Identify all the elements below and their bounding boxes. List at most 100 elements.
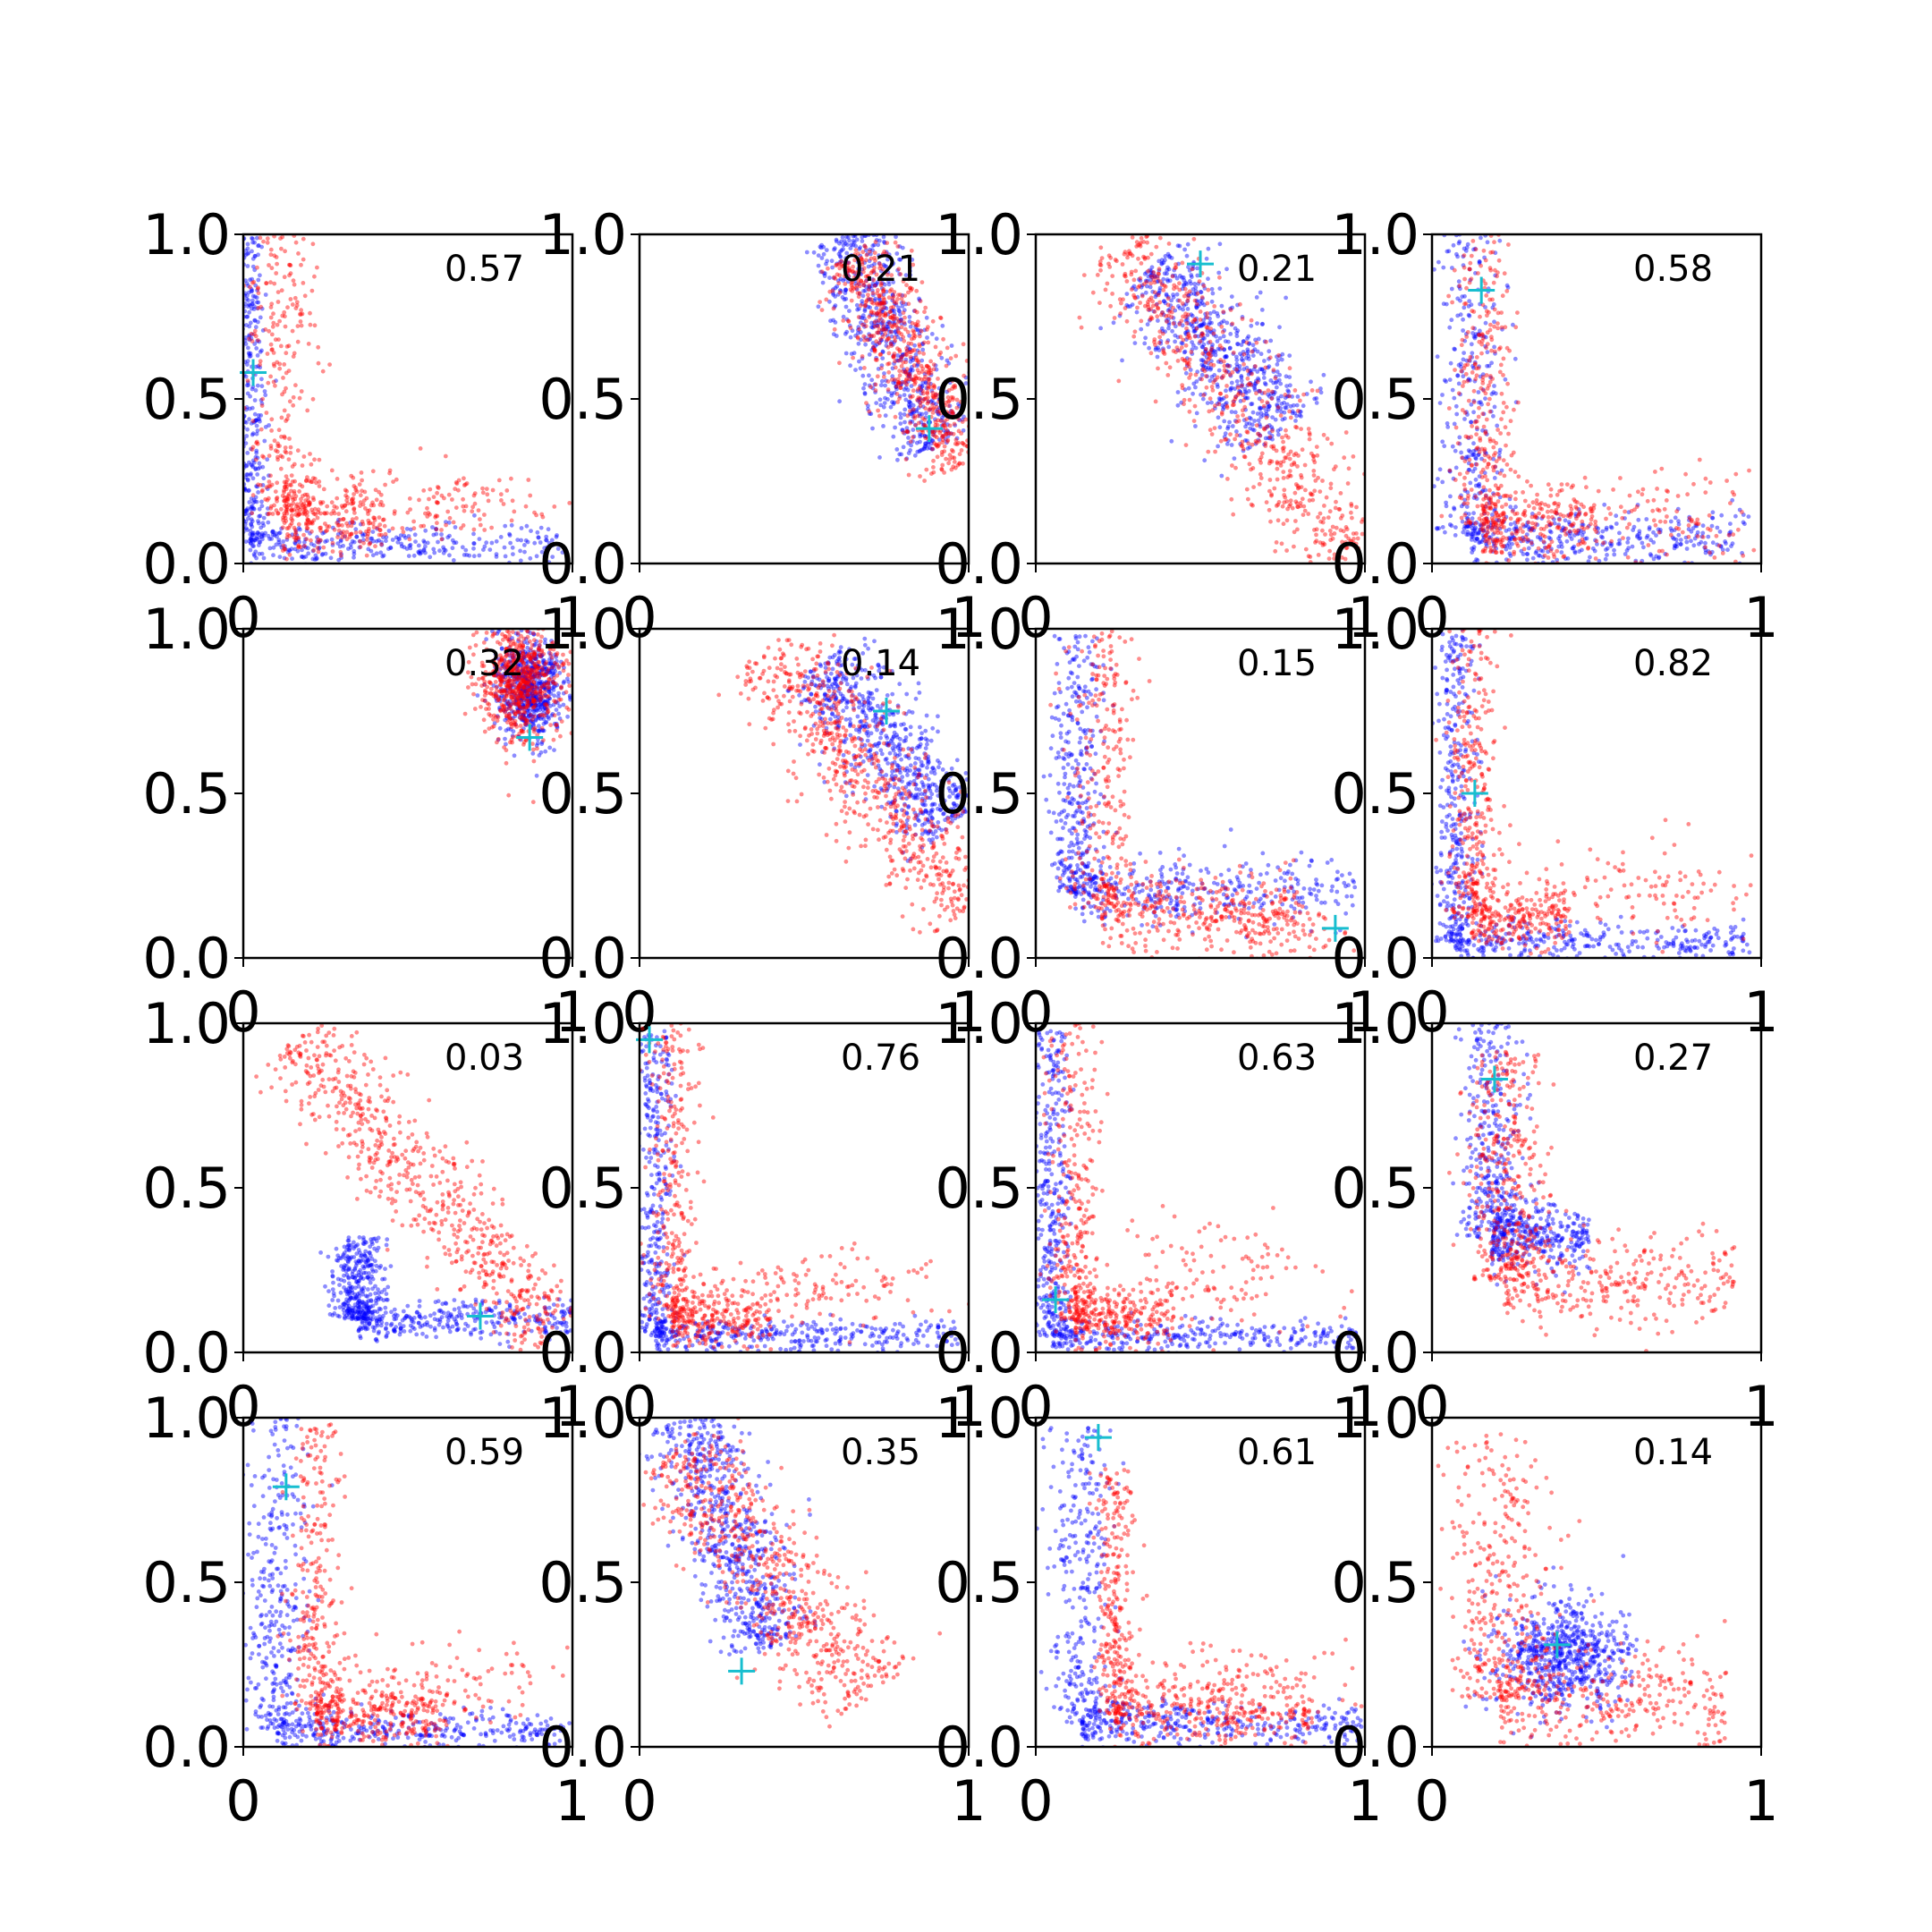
data-point	[890, 366, 895, 371]
data-point	[874, 238, 879, 242]
data-point	[930, 438, 936, 444]
data-point	[1206, 360, 1210, 366]
data-point	[256, 364, 261, 369]
data-point	[881, 287, 886, 292]
data-point	[1224, 401, 1229, 405]
data-point	[928, 370, 934, 376]
data-point	[1145, 240, 1149, 245]
data-point	[1246, 372, 1251, 377]
data-point	[1444, 301, 1449, 307]
data-point	[1252, 364, 1258, 369]
data-point	[1351, 454, 1356, 459]
data-point	[907, 255, 912, 260]
data-point	[849, 298, 854, 303]
data-point	[290, 302, 295, 307]
data-point	[880, 327, 886, 333]
data-point	[1282, 487, 1287, 493]
data-point	[247, 513, 251, 518]
data-point	[1210, 291, 1216, 296]
data-point	[1148, 315, 1154, 320]
data-point	[1311, 453, 1317, 459]
data-point	[1121, 297, 1125, 302]
data-point	[282, 489, 286, 495]
data-point	[894, 234, 898, 240]
data-point	[1576, 542, 1580, 547]
data-point	[900, 292, 905, 298]
data-point	[252, 267, 258, 273]
data-point	[950, 455, 955, 460]
data-point	[911, 309, 917, 313]
data-point	[496, 478, 502, 483]
data-point	[1678, 538, 1683, 542]
data-point	[1332, 556, 1336, 561]
data-point	[312, 457, 317, 462]
data-point	[843, 288, 848, 293]
data-point	[252, 318, 258, 323]
data-point	[1511, 507, 1515, 513]
data-point	[1450, 300, 1454, 305]
data-point	[858, 366, 863, 371]
data-point	[256, 243, 260, 249]
data-point	[1523, 523, 1529, 528]
data-point	[867, 249, 872, 254]
data-point	[328, 555, 334, 561]
data-point	[1538, 548, 1544, 553]
data-point	[1473, 447, 1479, 453]
data-point	[1225, 339, 1231, 344]
data-point	[1485, 342, 1490, 347]
data-point	[451, 558, 456, 563]
data-point	[1480, 411, 1486, 417]
data-point	[851, 239, 856, 243]
data-point	[371, 503, 377, 508]
data-point	[913, 374, 918, 378]
data-point	[889, 324, 894, 328]
data-point	[1216, 368, 1222, 373]
data-point	[1258, 411, 1264, 416]
data-point	[930, 407, 936, 411]
data-point	[900, 304, 905, 309]
data-point	[1216, 444, 1220, 449]
data-point	[1473, 271, 1478, 275]
data-point	[1559, 550, 1564, 555]
data-point	[1187, 268, 1192, 273]
data-point	[875, 310, 880, 316]
data-point	[1228, 306, 1233, 311]
data-point	[1571, 546, 1576, 551]
data-point	[1478, 490, 1483, 496]
data-point	[838, 255, 843, 259]
data-point	[951, 384, 956, 389]
data-point	[1304, 392, 1309, 396]
data-point	[926, 442, 931, 447]
data-point	[1196, 281, 1201, 286]
data-point	[1130, 302, 1135, 307]
data-point	[1185, 335, 1191, 340]
data-point	[1202, 335, 1207, 341]
data-point	[847, 309, 852, 313]
data-point	[1213, 352, 1218, 358]
data-point	[877, 260, 882, 266]
data-point	[938, 315, 943, 320]
data-point	[1296, 453, 1301, 458]
data-point	[1497, 526, 1503, 531]
data-point	[1258, 471, 1263, 477]
data-point	[1194, 379, 1199, 384]
data-point	[877, 455, 882, 460]
data-point	[308, 520, 312, 525]
data-point	[1209, 352, 1215, 357]
data-point	[287, 552, 292, 557]
data-point	[1530, 555, 1536, 561]
data-point	[1478, 436, 1482, 441]
data-point	[1184, 282, 1190, 286]
data-point	[1241, 398, 1246, 403]
data-point	[1477, 484, 1482, 489]
data-point	[1480, 387, 1486, 393]
data-point	[926, 377, 931, 381]
data-point	[1700, 530, 1706, 536]
data-point	[900, 428, 905, 433]
data-point	[863, 300, 869, 304]
data-point	[1521, 490, 1525, 495]
data-point	[392, 509, 397, 513]
data-point	[1572, 544, 1577, 549]
data-point	[247, 309, 251, 315]
data-point	[1516, 517, 1521, 521]
